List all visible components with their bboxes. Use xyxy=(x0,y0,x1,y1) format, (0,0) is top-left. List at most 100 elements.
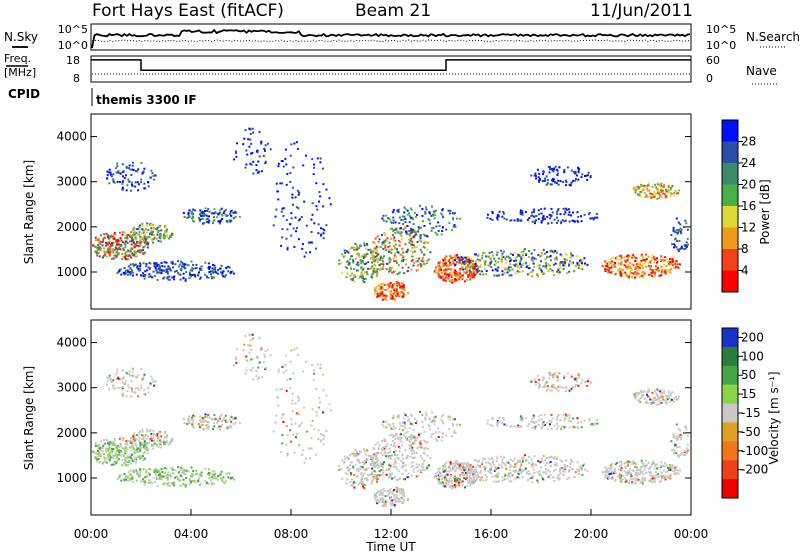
power-echo-cell xyxy=(385,249,388,252)
power-echo-cell xyxy=(123,242,126,245)
power-echo-cell xyxy=(544,262,547,264)
velocity-echo-cell xyxy=(651,460,654,463)
power-echo-cell xyxy=(105,244,107,247)
velocity-echo-cell xyxy=(613,470,616,473)
power-echo-cell xyxy=(473,253,476,256)
velocity-echo-cell xyxy=(413,451,416,454)
power-echo-cell xyxy=(160,229,163,232)
power-echo-cell xyxy=(416,260,419,263)
velocity-echo-cell xyxy=(612,472,615,475)
power-echo-cell xyxy=(118,245,121,248)
power-echo-cell xyxy=(388,241,391,244)
velocity-echo-cell xyxy=(617,468,620,471)
velocity-echo-cell xyxy=(126,480,129,482)
power-echo-cell xyxy=(151,172,154,175)
velocity-echo-cell xyxy=(153,468,156,471)
power-echo-cell xyxy=(453,223,456,226)
power-echo-cell xyxy=(544,258,547,261)
power-echo-cell xyxy=(528,255,531,258)
velocity-echo-cell xyxy=(422,451,425,454)
power-echo-cell xyxy=(272,224,275,227)
power-echo-cell xyxy=(478,259,481,262)
noise-left-tick-top: 10^5 xyxy=(58,23,88,36)
power-echo-cell xyxy=(664,256,667,259)
velocity-echo-cell xyxy=(128,386,131,389)
power-echo-cell xyxy=(639,266,641,269)
velocity-echo-cell xyxy=(124,452,127,455)
power-echo-cell xyxy=(427,258,430,261)
power-echo-cell xyxy=(113,181,116,184)
power-echo-cell xyxy=(546,215,549,218)
power-echo-cell xyxy=(627,256,630,259)
power-echo-cell xyxy=(117,170,120,172)
power-echo-cell xyxy=(137,228,140,231)
power-echo-cell xyxy=(523,248,526,251)
velocity-echo-cell xyxy=(410,443,412,446)
velocity-echo-cell xyxy=(200,471,203,474)
velocity-echo-cell xyxy=(639,481,642,484)
velocity-echo-cell xyxy=(147,387,150,390)
power-echo-cell xyxy=(210,273,213,276)
power-echo-cell xyxy=(414,234,417,236)
power-echo-cell xyxy=(249,138,252,141)
power-echo-cell xyxy=(676,266,679,269)
velocity-echo-cell xyxy=(443,485,446,488)
velocity-echo-cell xyxy=(190,480,193,483)
velocity-echo-cell xyxy=(94,442,97,445)
power-echo-cell xyxy=(374,268,377,271)
power-echo-cell xyxy=(618,255,621,258)
power-echo-cell xyxy=(234,215,237,218)
velocity-echo-cell xyxy=(168,481,171,484)
power-echo-cell xyxy=(642,267,645,270)
power-echo-cell xyxy=(402,228,405,231)
velocity-echo-cell xyxy=(363,477,366,480)
power-echo-cell xyxy=(402,218,405,221)
power-echo-cell xyxy=(348,261,351,264)
velocity-echo-cell xyxy=(110,381,113,384)
velocity-echo-cell xyxy=(365,477,368,479)
velocity-echo-cell xyxy=(423,452,426,455)
power-echo-cell xyxy=(551,169,554,172)
velocity-echo-cell xyxy=(214,476,217,479)
power-echo-cell xyxy=(226,214,229,217)
power-echo-cell xyxy=(654,258,657,261)
power-echo-cell xyxy=(260,140,263,143)
power-echo-cell xyxy=(133,241,135,244)
power-echo-cell xyxy=(129,272,132,275)
power-echo-cell xyxy=(658,274,661,277)
power-echo-cell xyxy=(627,264,630,266)
power-echo-cell xyxy=(151,238,154,241)
velocity-echo-cell xyxy=(352,452,355,455)
power-echo-cell xyxy=(520,251,523,253)
velocity-echo-cell xyxy=(501,458,504,461)
power-echo-cell xyxy=(561,219,564,222)
power-echo-cell xyxy=(177,272,180,274)
velocity-echo-cell xyxy=(378,470,381,473)
velocity-echo-cell xyxy=(423,469,426,472)
velocity-echo-cell xyxy=(152,432,155,435)
power-echo-cell xyxy=(116,250,119,253)
power-echo-cell xyxy=(130,237,133,240)
velocity-echo-cell xyxy=(406,476,409,479)
power-echo-cell xyxy=(156,265,159,268)
velocity-echo-cell xyxy=(109,441,111,444)
power-echo-cell xyxy=(423,253,425,256)
power-echo-cell xyxy=(456,273,459,276)
velocity-echo-cell xyxy=(146,430,149,433)
velocity-echo-cell xyxy=(169,441,172,444)
velocity-echo-cell xyxy=(356,451,359,453)
power-echo-cell xyxy=(228,219,231,222)
power-echo-cell xyxy=(116,165,119,168)
velocity-echo-cell xyxy=(478,475,481,478)
power-echo-cell xyxy=(108,237,111,240)
velocity-echo-cell xyxy=(129,469,132,472)
power-echo-cell xyxy=(192,216,195,219)
power-echo-cell xyxy=(454,259,457,262)
velocity-echo-cell xyxy=(544,468,547,470)
velocity-echo-cell xyxy=(130,380,133,382)
power-echo-cell xyxy=(213,216,215,219)
power-echo-cell xyxy=(648,273,651,276)
velocity-echo-cell xyxy=(228,472,231,475)
power-echo-cell xyxy=(521,212,524,214)
velocity-echo-cell xyxy=(207,482,210,485)
